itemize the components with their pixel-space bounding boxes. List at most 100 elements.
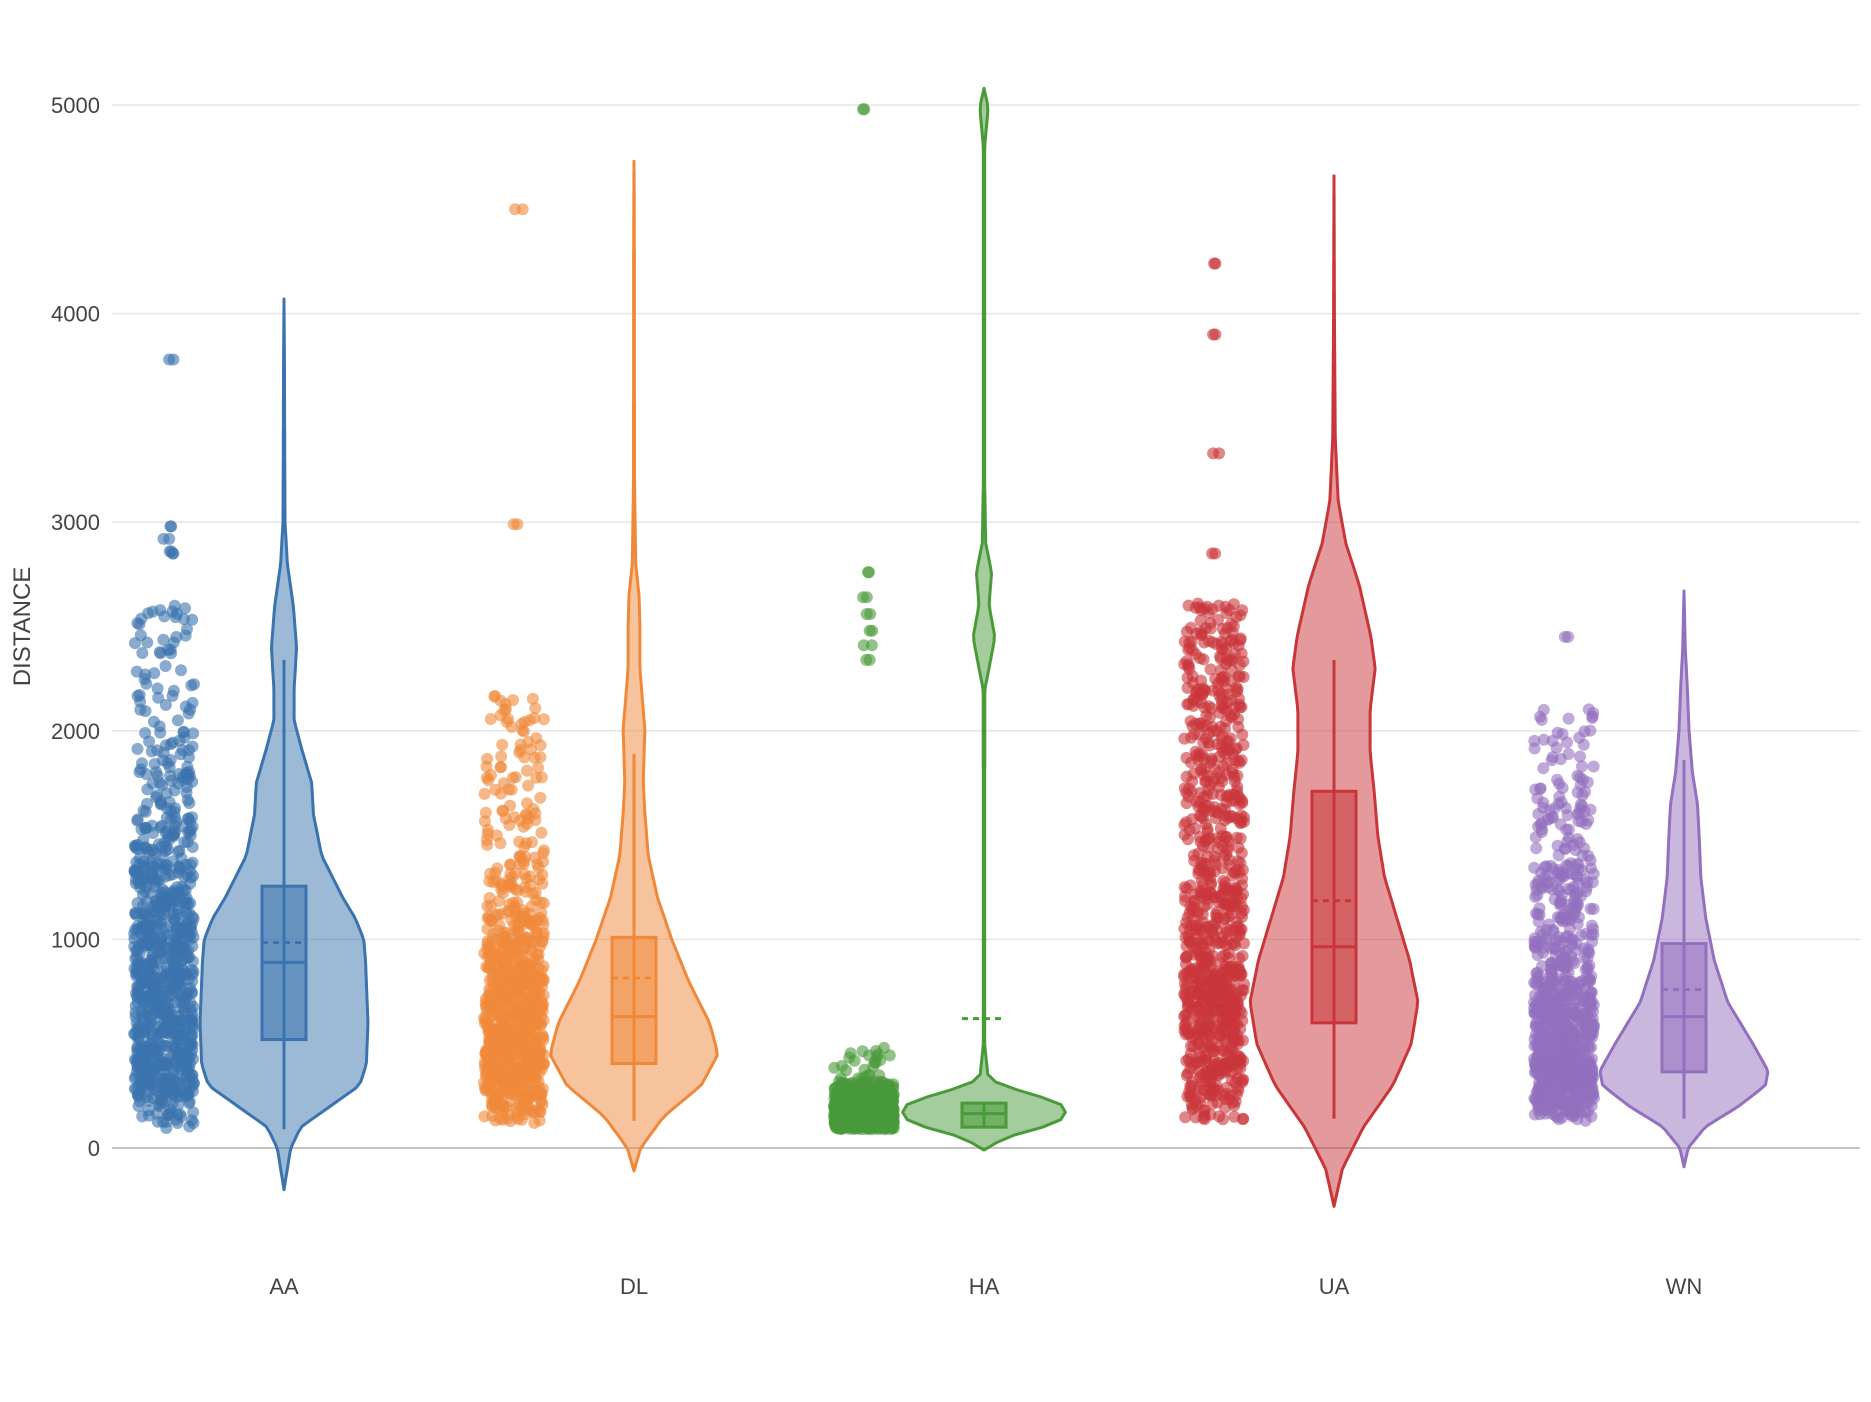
point-WN	[1534, 818, 1547, 831]
point-WN	[1534, 782, 1547, 795]
point-UA	[1219, 912, 1232, 925]
point-UA	[1199, 946, 1212, 958]
point-DL	[538, 844, 550, 857]
point-DL	[481, 942, 493, 955]
point-DL	[496, 738, 509, 751]
point-UA	[1226, 869, 1239, 882]
outlier-AA	[164, 520, 177, 533]
point-WN	[1571, 886, 1584, 899]
point-DL	[530, 983, 543, 996]
point-HA	[843, 1051, 856, 1064]
point-DL	[535, 906, 548, 919]
point-AA	[183, 951, 196, 964]
point-AA	[157, 633, 170, 646]
point-WN	[1537, 762, 1550, 775]
point-DL	[529, 992, 542, 1005]
point-UA	[1215, 693, 1228, 706]
point-AA	[182, 1037, 195, 1050]
point-WN	[1551, 1029, 1564, 1042]
point-DL	[530, 771, 543, 784]
point-AA	[173, 1023, 186, 1036]
point-HA	[853, 1090, 866, 1103]
point-WN	[1582, 1076, 1595, 1089]
point-AA	[137, 958, 150, 971]
point-AA	[135, 612, 148, 625]
point-DL	[504, 858, 517, 871]
point-UA	[1204, 887, 1217, 900]
point-UA	[1182, 833, 1194, 846]
point-UA	[1201, 921, 1214, 934]
point-WN	[1571, 786, 1584, 799]
point-DL	[531, 1018, 544, 1030]
point-AA	[171, 922, 184, 935]
point-WN	[1571, 808, 1584, 821]
point-DL	[510, 910, 522, 923]
point-WN	[1536, 928, 1549, 941]
point-DL	[481, 838, 494, 851]
point-UA	[1236, 1113, 1249, 1125]
x-axis-ticks: AA DL HA UA WN	[269, 1274, 1702, 1299]
point-WN	[1574, 750, 1586, 763]
point-DL	[534, 751, 547, 764]
outlier-HA	[863, 624, 876, 637]
point-DL	[537, 713, 550, 726]
point-AA	[142, 1094, 155, 1107]
point-DL	[509, 992, 522, 1005]
point-UA	[1202, 800, 1215, 813]
point-UA	[1211, 842, 1224, 855]
point-UA	[1211, 1068, 1224, 1081]
point-AA	[176, 1081, 189, 1094]
violin-DL	[549, 159, 719, 1173]
point-WN	[1576, 773, 1589, 786]
point-DL	[484, 913, 497, 926]
point-UA	[1219, 973, 1231, 986]
y-tick-label: 4000	[51, 302, 100, 327]
point-AA	[129, 840, 142, 853]
point-UA	[1227, 620, 1240, 633]
point-DL	[536, 975, 549, 988]
point-DL	[529, 702, 542, 715]
point-HA	[856, 1045, 869, 1058]
point-AA	[186, 975, 199, 988]
point-UA	[1230, 916, 1243, 929]
point-UA	[1184, 715, 1197, 728]
point-AA	[165, 887, 178, 900]
point-UA	[1222, 840, 1235, 853]
point-UA	[1217, 1113, 1229, 1126]
point-DL	[502, 874, 515, 887]
point-AA	[167, 1048, 180, 1061]
point-WN	[1570, 1050, 1583, 1063]
point-AA	[160, 1068, 173, 1081]
point-UA	[1185, 1002, 1198, 1015]
point-UA	[1233, 952, 1246, 965]
x-tick-label-DL: DL	[620, 1274, 648, 1299]
point-UA	[1212, 1039, 1225, 1052]
point-DL	[490, 874, 503, 887]
point-DL	[526, 692, 539, 705]
point-AA	[166, 908, 179, 920]
point-DL	[505, 1088, 518, 1101]
point-DL	[503, 1000, 515, 1013]
point-AA	[166, 689, 179, 702]
point-DL	[532, 861, 545, 874]
point-UA	[1178, 732, 1191, 745]
point-DL	[480, 760, 493, 773]
point-DL	[534, 896, 547, 909]
point-WN	[1532, 1028, 1545, 1041]
point-AA	[131, 690, 144, 702]
point-WN	[1563, 923, 1576, 936]
point-UA	[1226, 1054, 1239, 1067]
point-DL	[495, 750, 508, 763]
point-UA	[1231, 1081, 1244, 1094]
point-UA	[1180, 958, 1192, 971]
point-WN	[1562, 712, 1575, 725]
y-tick-label: 3000	[51, 510, 100, 535]
point-UA	[1188, 948, 1201, 961]
x-tick-label-UA: UA	[1319, 1274, 1350, 1299]
point-UA	[1221, 757, 1234, 770]
point-WN	[1550, 935, 1563, 948]
point-UA	[1212, 613, 1224, 626]
point-WN	[1541, 990, 1554, 1003]
